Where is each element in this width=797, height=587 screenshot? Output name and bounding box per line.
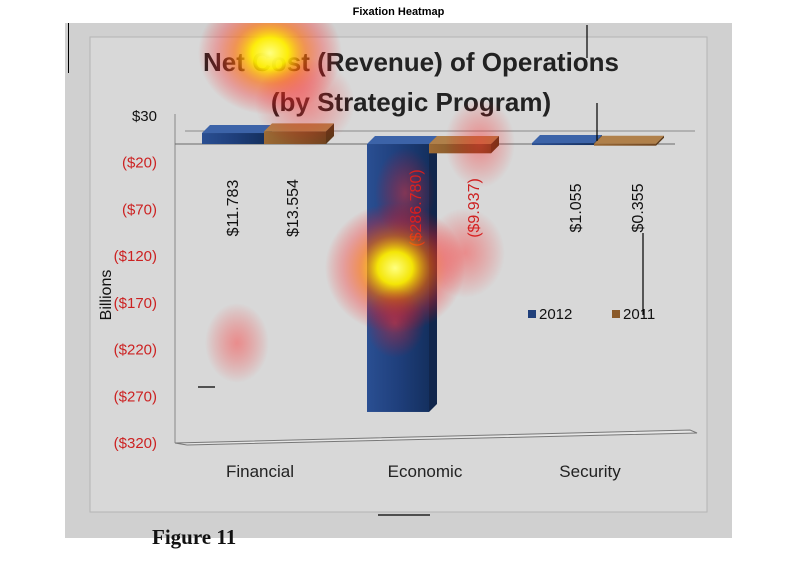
y-tick-label: ($320) <box>114 435 157 452</box>
gaze-path-marks <box>198 25 644 516</box>
axis-layer: $30 ($20) ($70) ($120) ($170) ($220) ($270) ($3… <box>114 108 698 481</box>
y-tick-label: $30 <box>132 108 157 125</box>
heatmap-window-title: Fixation Heatmap <box>352 6 445 18</box>
chart-floor <box>174 429 698 446</box>
y-tick-label: ($70) <box>122 201 157 218</box>
y-tick-label: ($220) <box>114 342 157 359</box>
legend-swatch-2012 <box>528 310 536 318</box>
y-tick-label: ($170) <box>114 295 157 312</box>
heatmap-spot <box>365 288 425 358</box>
legend-swatch-2011 <box>612 310 620 318</box>
heatmap-spot <box>445 98 515 188</box>
data-label: $11.783 <box>225 180 242 237</box>
bar-top-face <box>367 136 437 145</box>
legend-label-2012: 2012 <box>539 306 572 323</box>
bar-top-face <box>532 135 602 144</box>
data-label: $13.554 <box>285 179 302 237</box>
heatmap-spot <box>425 208 505 298</box>
bar <box>532 143 594 146</box>
heatmap-spot <box>255 58 355 148</box>
data-label: $1.055 <box>568 183 585 232</box>
chart-panel: Net Cost (Revenue) of Operations (by Str… <box>65 23 732 549</box>
legend: 2012 2011 <box>528 306 655 323</box>
fixation-heatmap-overlay <box>198 23 515 383</box>
x-category-label: Financial <box>226 462 294 481</box>
heatmap-spot <box>375 148 435 238</box>
legend-label-2011: 2011 <box>623 306 655 323</box>
bar <box>202 133 264 145</box>
chart-svg: Net Cost (Revenue) of Operations (by Str… <box>89 23 708 516</box>
y-axis-title: Billions <box>98 270 115 321</box>
heatmap-spot <box>205 303 269 383</box>
y-tick-label: ($20) <box>122 155 157 172</box>
y-tick-label: ($120) <box>114 248 157 265</box>
bar-side-face <box>656 135 664 146</box>
x-category-label: Security <box>559 462 621 481</box>
figure-caption: Figure 11 <box>152 525 237 549</box>
y-tick-label: ($270) <box>114 388 157 405</box>
bar-top-face <box>202 125 272 134</box>
gaze-line-left <box>68 23 69 73</box>
x-category-label: Economic <box>388 462 463 481</box>
bar-top-face <box>594 135 664 144</box>
bar <box>594 143 656 146</box>
data-label: $0.355 <box>630 183 647 232</box>
